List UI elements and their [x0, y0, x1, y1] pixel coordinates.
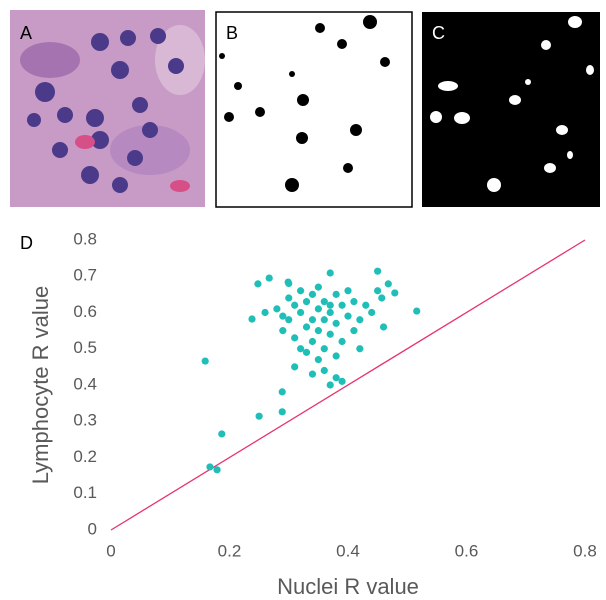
panel-label: D: [20, 233, 33, 253]
y-tick-label: 0.2: [73, 447, 97, 466]
panel-b-image: [215, 11, 413, 208]
point: [356, 345, 364, 353]
point: [320, 345, 328, 353]
point: [248, 315, 256, 323]
panel-a-image: [10, 10, 205, 207]
point: [297, 287, 305, 295]
point: [350, 327, 358, 335]
x-tick-label: 0.6: [455, 541, 479, 560]
point: [326, 301, 334, 309]
point: [332, 319, 340, 327]
point: [314, 356, 322, 364]
point: [285, 316, 293, 324]
point: [302, 298, 311, 306]
point: [326, 381, 334, 389]
point: [308, 370, 317, 378]
x-tick-label: 0: [106, 541, 115, 560]
point: [320, 316, 328, 324]
point: [384, 280, 392, 288]
panel-b-blobs: [219, 15, 390, 192]
panel-label: A: [20, 23, 32, 43]
point: [356, 316, 364, 324]
point: [314, 305, 322, 313]
point: [326, 330, 334, 338]
point: [332, 290, 340, 298]
point: [308, 290, 317, 298]
point: [338, 377, 346, 385]
x-tick-label: 0.4: [336, 541, 360, 560]
y-axis-title: Lymphocyte R value: [28, 286, 53, 485]
point: [291, 301, 299, 309]
point: [350, 298, 358, 306]
panel-label: C: [432, 23, 445, 43]
y-tick-label: 0.6: [73, 302, 97, 321]
point: [344, 287, 352, 295]
point: [374, 287, 382, 295]
x-axis-title: Nuclei R value: [277, 574, 419, 599]
point: [378, 294, 386, 302]
y-tick-label: 0: [88, 519, 97, 538]
point: [297, 308, 305, 317]
point: [314, 327, 322, 335]
point: [368, 308, 376, 317]
point: [362, 301, 370, 309]
y-tick-label: 0.4: [73, 374, 97, 393]
identity-line: [110, 239, 586, 531]
point: [326, 269, 334, 277]
y-tick-label: 0.7: [73, 266, 97, 285]
point: [285, 279, 293, 288]
point: [279, 327, 287, 335]
point: [374, 267, 382, 275]
y-tick-label: 0.5: [73, 338, 97, 357]
point: [344, 312, 352, 320]
point: [291, 363, 299, 371]
point: [302, 323, 311, 331]
y-tick-label: 0.3: [73, 411, 97, 430]
point: [254, 280, 262, 288]
x-tick-label: 0.8: [573, 541, 597, 560]
point: [297, 345, 305, 353]
point: [332, 352, 340, 360]
point: [279, 312, 287, 320]
y-tick-label: 0.1: [73, 483, 97, 502]
point: [278, 388, 286, 396]
point: [391, 289, 399, 297]
point: [314, 283, 322, 291]
point: [213, 466, 221, 474]
point: [338, 301, 346, 309]
point: [265, 274, 273, 282]
point: [308, 337, 317, 346]
point: [273, 305, 281, 313]
point: [255, 412, 263, 420]
point: [326, 308, 334, 317]
point: [308, 316, 317, 324]
panel-label: B: [226, 23, 238, 43]
point: [320, 366, 328, 375]
panel-c-image: [422, 12, 600, 207]
point: [201, 357, 209, 365]
point: [302, 348, 311, 356]
point: [218, 430, 226, 438]
point: [332, 374, 340, 382]
y-tick-label: 0.8: [73, 229, 97, 248]
point: [413, 307, 421, 315]
point: [379, 323, 388, 331]
point: [261, 308, 269, 317]
x-tick-label: 0.2: [218, 541, 242, 560]
point: [285, 294, 293, 302]
point: [320, 298, 328, 306]
point: [206, 463, 214, 471]
point: [291, 334, 299, 342]
point: [338, 337, 346, 346]
point: [278, 408, 286, 416]
